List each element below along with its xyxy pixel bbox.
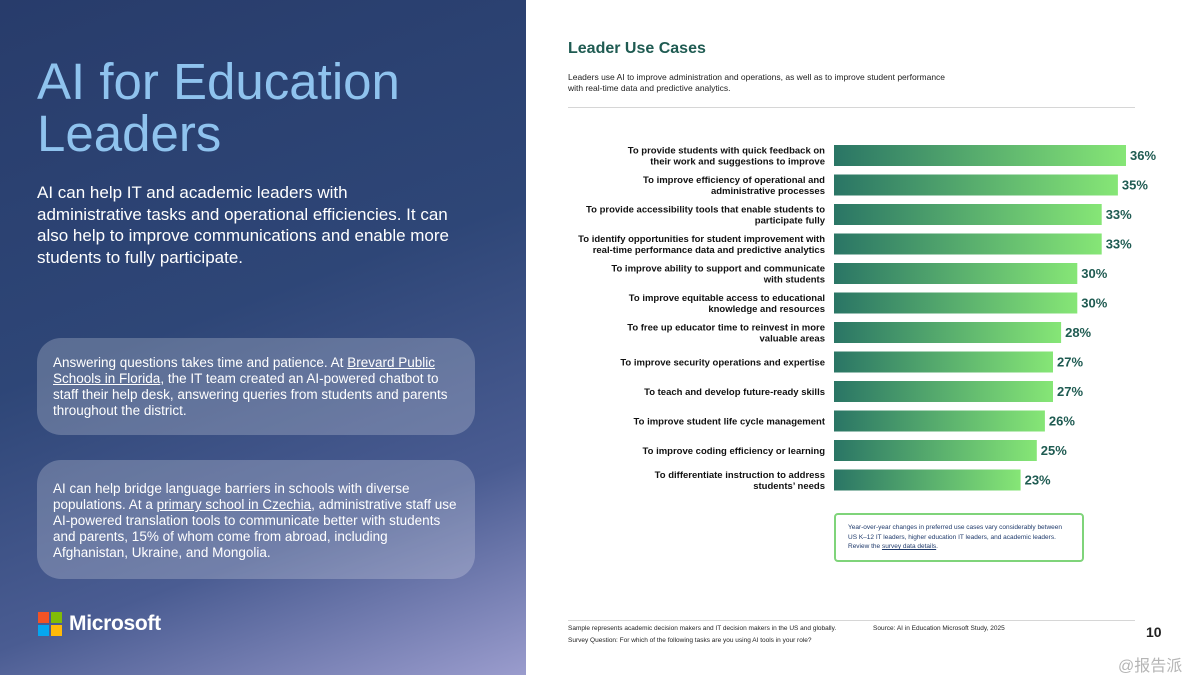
category-label-line: To improve security operations and exper… <box>620 358 825 369</box>
microsoft-logo: Microsoft <box>38 612 161 636</box>
category-label-line: their work and suggestions to improve <box>650 157 825 168</box>
microsoft-logo-icon <box>38 612 62 636</box>
bar-8 <box>834 381 1053 402</box>
value-label-4: 30% <box>1081 266 1107 281</box>
category-label-line: administrative processes <box>711 186 825 197</box>
value-label-1: 35% <box>1122 178 1148 193</box>
category-label-2: To provide accessibility tools that enab… <box>586 205 826 227</box>
microsoft-wordmark: Microsoft <box>69 612 161 635</box>
use-cases-bar-chart: 36% To provide students with quick feedba… <box>578 145 1156 492</box>
category-label-line: participate fully <box>755 216 826 227</box>
note-text: . <box>936 543 938 550</box>
bar-2 <box>834 204 1102 225</box>
category-label-5: To improve equitable access to education… <box>629 293 825 315</box>
category-label-line: To improve coding efficiency or learning <box>643 446 826 457</box>
category-label-line: with students <box>763 275 825 286</box>
category-label-line: To provide students with quick feedback … <box>628 146 825 157</box>
category-label-line: real-time performance data and predictiv… <box>593 245 825 256</box>
category-label-6: To free up educator time to reinvest in … <box>627 323 825 345</box>
logo-square-yellow <box>51 625 62 636</box>
bar-10 <box>834 440 1037 461</box>
category-label-11: To differentiate instruction to address s… <box>655 470 825 492</box>
footer-sample: Sample represents academic decision make… <box>568 625 837 632</box>
footer-divider <box>568 620 1135 621</box>
right-panel: Leader Use Cases Leaders use AI to impro… <box>526 0 1200 675</box>
footer-source: Source: AI in Education Microsoft Study,… <box>873 625 1005 632</box>
value-label-0: 36% <box>1130 148 1156 163</box>
card-text: Answering questions takes time and patie… <box>53 355 348 370</box>
case-study-card-brevard: Answering questions takes time and patie… <box>37 338 475 435</box>
value-label-5: 30% <box>1081 296 1107 311</box>
intro-text: AI can help IT and academic leaders with… <box>37 183 450 267</box>
bar-4 <box>834 263 1078 284</box>
logo-square-blue <box>38 625 49 636</box>
case-study-card-czechia: AI can help bridge language barriers in … <box>37 460 475 579</box>
left-panel: AI for Education Leaders AI can help IT … <box>0 0 526 675</box>
value-label-3: 33% <box>1106 237 1132 252</box>
footer-question: Survey Question: For which of the follow… <box>568 637 812 644</box>
bar-0 <box>834 145 1126 166</box>
note-text: Year-over-year changes in preferred use … <box>848 524 1063 550</box>
category-label-line: To provide accessibility tools that enab… <box>586 205 825 216</box>
bar-11 <box>834 469 1021 491</box>
value-label-9: 26% <box>1049 414 1075 429</box>
czechia-link[interactable]: primary school in Czechia <box>156 497 312 512</box>
value-label-6: 28% <box>1065 325 1091 340</box>
survey-note-box: Year-over-year changes in preferred use … <box>834 513 1084 562</box>
category-label-line: knowledge and resources <box>708 304 825 315</box>
category-label-line: To improve student life cycle management <box>634 417 826 428</box>
category-label-line: To improve ability to support and commun… <box>611 264 825 275</box>
category-label-10: To improve coding efficiency or learning <box>643 446 826 457</box>
value-label-2: 33% <box>1106 207 1132 222</box>
bar-7 <box>834 351 1053 373</box>
category-label-line: To teach and develop future-ready skills <box>644 387 825 398</box>
category-label-line: To differentiate instruction to address <box>655 470 825 481</box>
value-label-10: 25% <box>1041 443 1067 458</box>
category-label-line: To improve efficiency of operational and <box>643 175 825 186</box>
page-number: 10 <box>1146 624 1162 640</box>
divider <box>568 107 1135 108</box>
category-label-8: To teach and develop future-ready skills <box>644 387 825 398</box>
card-text: , administrative staff use AI-powered tr… <box>53 497 457 560</box>
category-label-0: To provide students with quick feedback … <box>628 146 825 168</box>
category-label-line: students’ needs <box>753 481 825 492</box>
category-label-line: To free up educator time to reinvest in … <box>627 323 825 334</box>
category-label-1: To improve efficiency of operational and… <box>643 175 825 197</box>
chart-title: Leader Use Cases <box>568 40 706 57</box>
bar-1 <box>834 174 1118 196</box>
category-label-3: To identify opportunities for student im… <box>578 234 825 256</box>
watermark: @报告派 <box>1118 658 1183 675</box>
card-text: AI can help bridge language barriers in … <box>53 481 410 512</box>
bar-9 <box>834 410 1045 432</box>
logo-square-red <box>38 612 49 623</box>
bar-5 <box>834 292 1078 314</box>
card-text: , the IT team created an AI-powered chat… <box>53 371 448 418</box>
category-label-7: To improve security operations and exper… <box>620 358 825 369</box>
category-label-line: valuable areas <box>760 334 826 345</box>
value-label-8: 27% <box>1057 384 1083 399</box>
value-label-7: 27% <box>1057 355 1083 370</box>
logo-square-green <box>51 612 62 623</box>
category-label-line: To improve equitable access to education… <box>629 293 825 304</box>
bar-3 <box>834 233 1102 255</box>
value-label-11: 23% <box>1025 473 1051 488</box>
category-label-9: To improve student life cycle management <box>634 417 826 428</box>
brevard-link[interactable]: Brevard Public Schools in Florida <box>53 355 435 386</box>
bar-6 <box>834 322 1062 343</box>
page-title: AI for Education Leaders <box>37 53 400 162</box>
chart-subtitle: Leaders use AI to improve administration… <box>568 72 946 93</box>
category-label-4: To improve ability to support and commun… <box>611 264 825 286</box>
category-label-line: To identify opportunities for student im… <box>578 234 825 245</box>
survey-data-details-link[interactable]: survey data details <box>881 543 937 550</box>
